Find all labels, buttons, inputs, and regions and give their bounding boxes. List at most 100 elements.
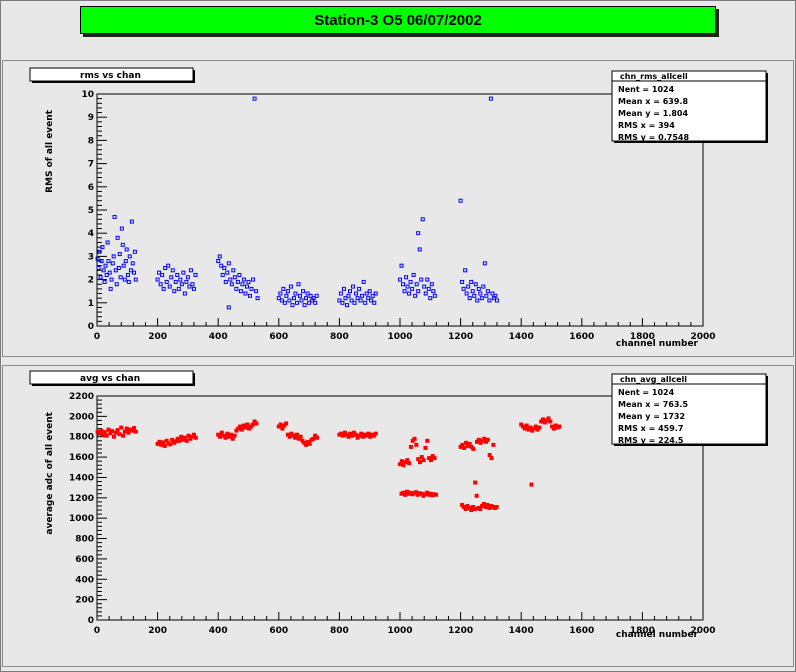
data-point [469, 444, 474, 449]
data-point [231, 268, 236, 273]
data-point [108, 431, 113, 436]
data-point [296, 282, 301, 287]
data-point [187, 284, 192, 289]
data-point [104, 272, 109, 277]
data-point [122, 429, 127, 434]
data-point [372, 300, 377, 305]
data-point [463, 507, 468, 512]
data-point [114, 282, 119, 287]
data-point [159, 442, 164, 447]
x-tick-label: 1600 [569, 626, 594, 636]
data-point [290, 303, 295, 308]
data-point [124, 247, 129, 252]
y-tick-label: 1600 [69, 453, 94, 463]
data-point [110, 429, 115, 434]
data-point [157, 439, 162, 444]
data-point [166, 263, 171, 268]
data-point [472, 507, 477, 512]
stats-line: RMS x = 459.7 [618, 424, 683, 433]
data-point [278, 291, 283, 296]
x-tick-label: 1600 [569, 332, 594, 342]
data-point [287, 434, 292, 439]
data-point [102, 279, 107, 284]
data-point [293, 291, 298, 296]
data-point [287, 298, 292, 303]
x-axis-label: channel number [616, 630, 699, 640]
data-point [491, 442, 496, 447]
plot-frame [96, 93, 704, 327]
data-point [238, 424, 243, 429]
data-point [412, 436, 417, 441]
data-point [553, 423, 558, 428]
data-point [526, 427, 531, 432]
x-tick-label: 800 [330, 626, 349, 636]
data-point [479, 296, 484, 301]
x-tick-label: 1000 [387, 626, 412, 636]
data-point [368, 434, 373, 439]
x-tick-label: 1400 [509, 332, 534, 342]
data-point [104, 433, 109, 438]
stats-line: Mean x = 639.8 [618, 97, 688, 106]
data-point [351, 430, 356, 435]
data-point [430, 454, 435, 459]
data-point [119, 226, 124, 231]
y-tick-label: 2200 [69, 392, 94, 402]
data-point [493, 293, 498, 298]
data-point [170, 437, 175, 442]
data-point [217, 254, 222, 259]
data-point [302, 440, 307, 445]
data-point [490, 291, 495, 296]
data-point [481, 501, 486, 506]
data-point [107, 270, 112, 275]
data-point [162, 443, 167, 448]
data-point [472, 293, 477, 298]
data-point [288, 284, 293, 289]
stats-line: Mean y = 1732 [618, 412, 685, 421]
data-point [173, 279, 178, 284]
data-point [97, 431, 102, 436]
data-point [232, 433, 237, 438]
data-point [291, 296, 296, 301]
data-point [157, 270, 162, 275]
canvas-title: Station-3 O5 06/07/2002 [80, 6, 716, 34]
data-point [369, 298, 374, 303]
data-point [115, 235, 120, 240]
data-point [346, 293, 351, 298]
data-point [133, 429, 138, 434]
data-point [373, 291, 378, 296]
data-point [109, 277, 114, 282]
data-point [276, 296, 281, 301]
data-point [469, 508, 474, 513]
data-point [482, 261, 487, 266]
data-point [473, 480, 478, 485]
pad-title-box [29, 370, 194, 385]
data-point [284, 293, 289, 298]
data-point [284, 421, 289, 426]
data-point [132, 249, 137, 254]
stats-line: Nent = 1024 [618, 85, 675, 94]
data-point [364, 433, 369, 438]
data-point [175, 436, 180, 441]
stats-line: Mean y = 1.804 [618, 109, 688, 118]
data-point [216, 432, 221, 437]
data-point [167, 284, 172, 289]
data-point [473, 282, 478, 287]
data-point [226, 305, 231, 310]
data-point [407, 291, 412, 296]
data-point [551, 426, 556, 431]
data-point [119, 425, 124, 430]
data-point [311, 436, 316, 441]
data-point [428, 296, 433, 301]
data-point [191, 432, 196, 437]
data-point [299, 298, 304, 303]
data-point [248, 424, 253, 429]
data-point [300, 438, 305, 443]
data-point [110, 261, 115, 266]
y-tick-label: 1 [88, 299, 94, 309]
stats-line: RMS y = 0.7548 [618, 133, 689, 142]
stats-line: Nent = 1024 [618, 388, 675, 397]
data-point [305, 291, 310, 296]
data-point [401, 490, 406, 495]
data-point [408, 279, 413, 284]
